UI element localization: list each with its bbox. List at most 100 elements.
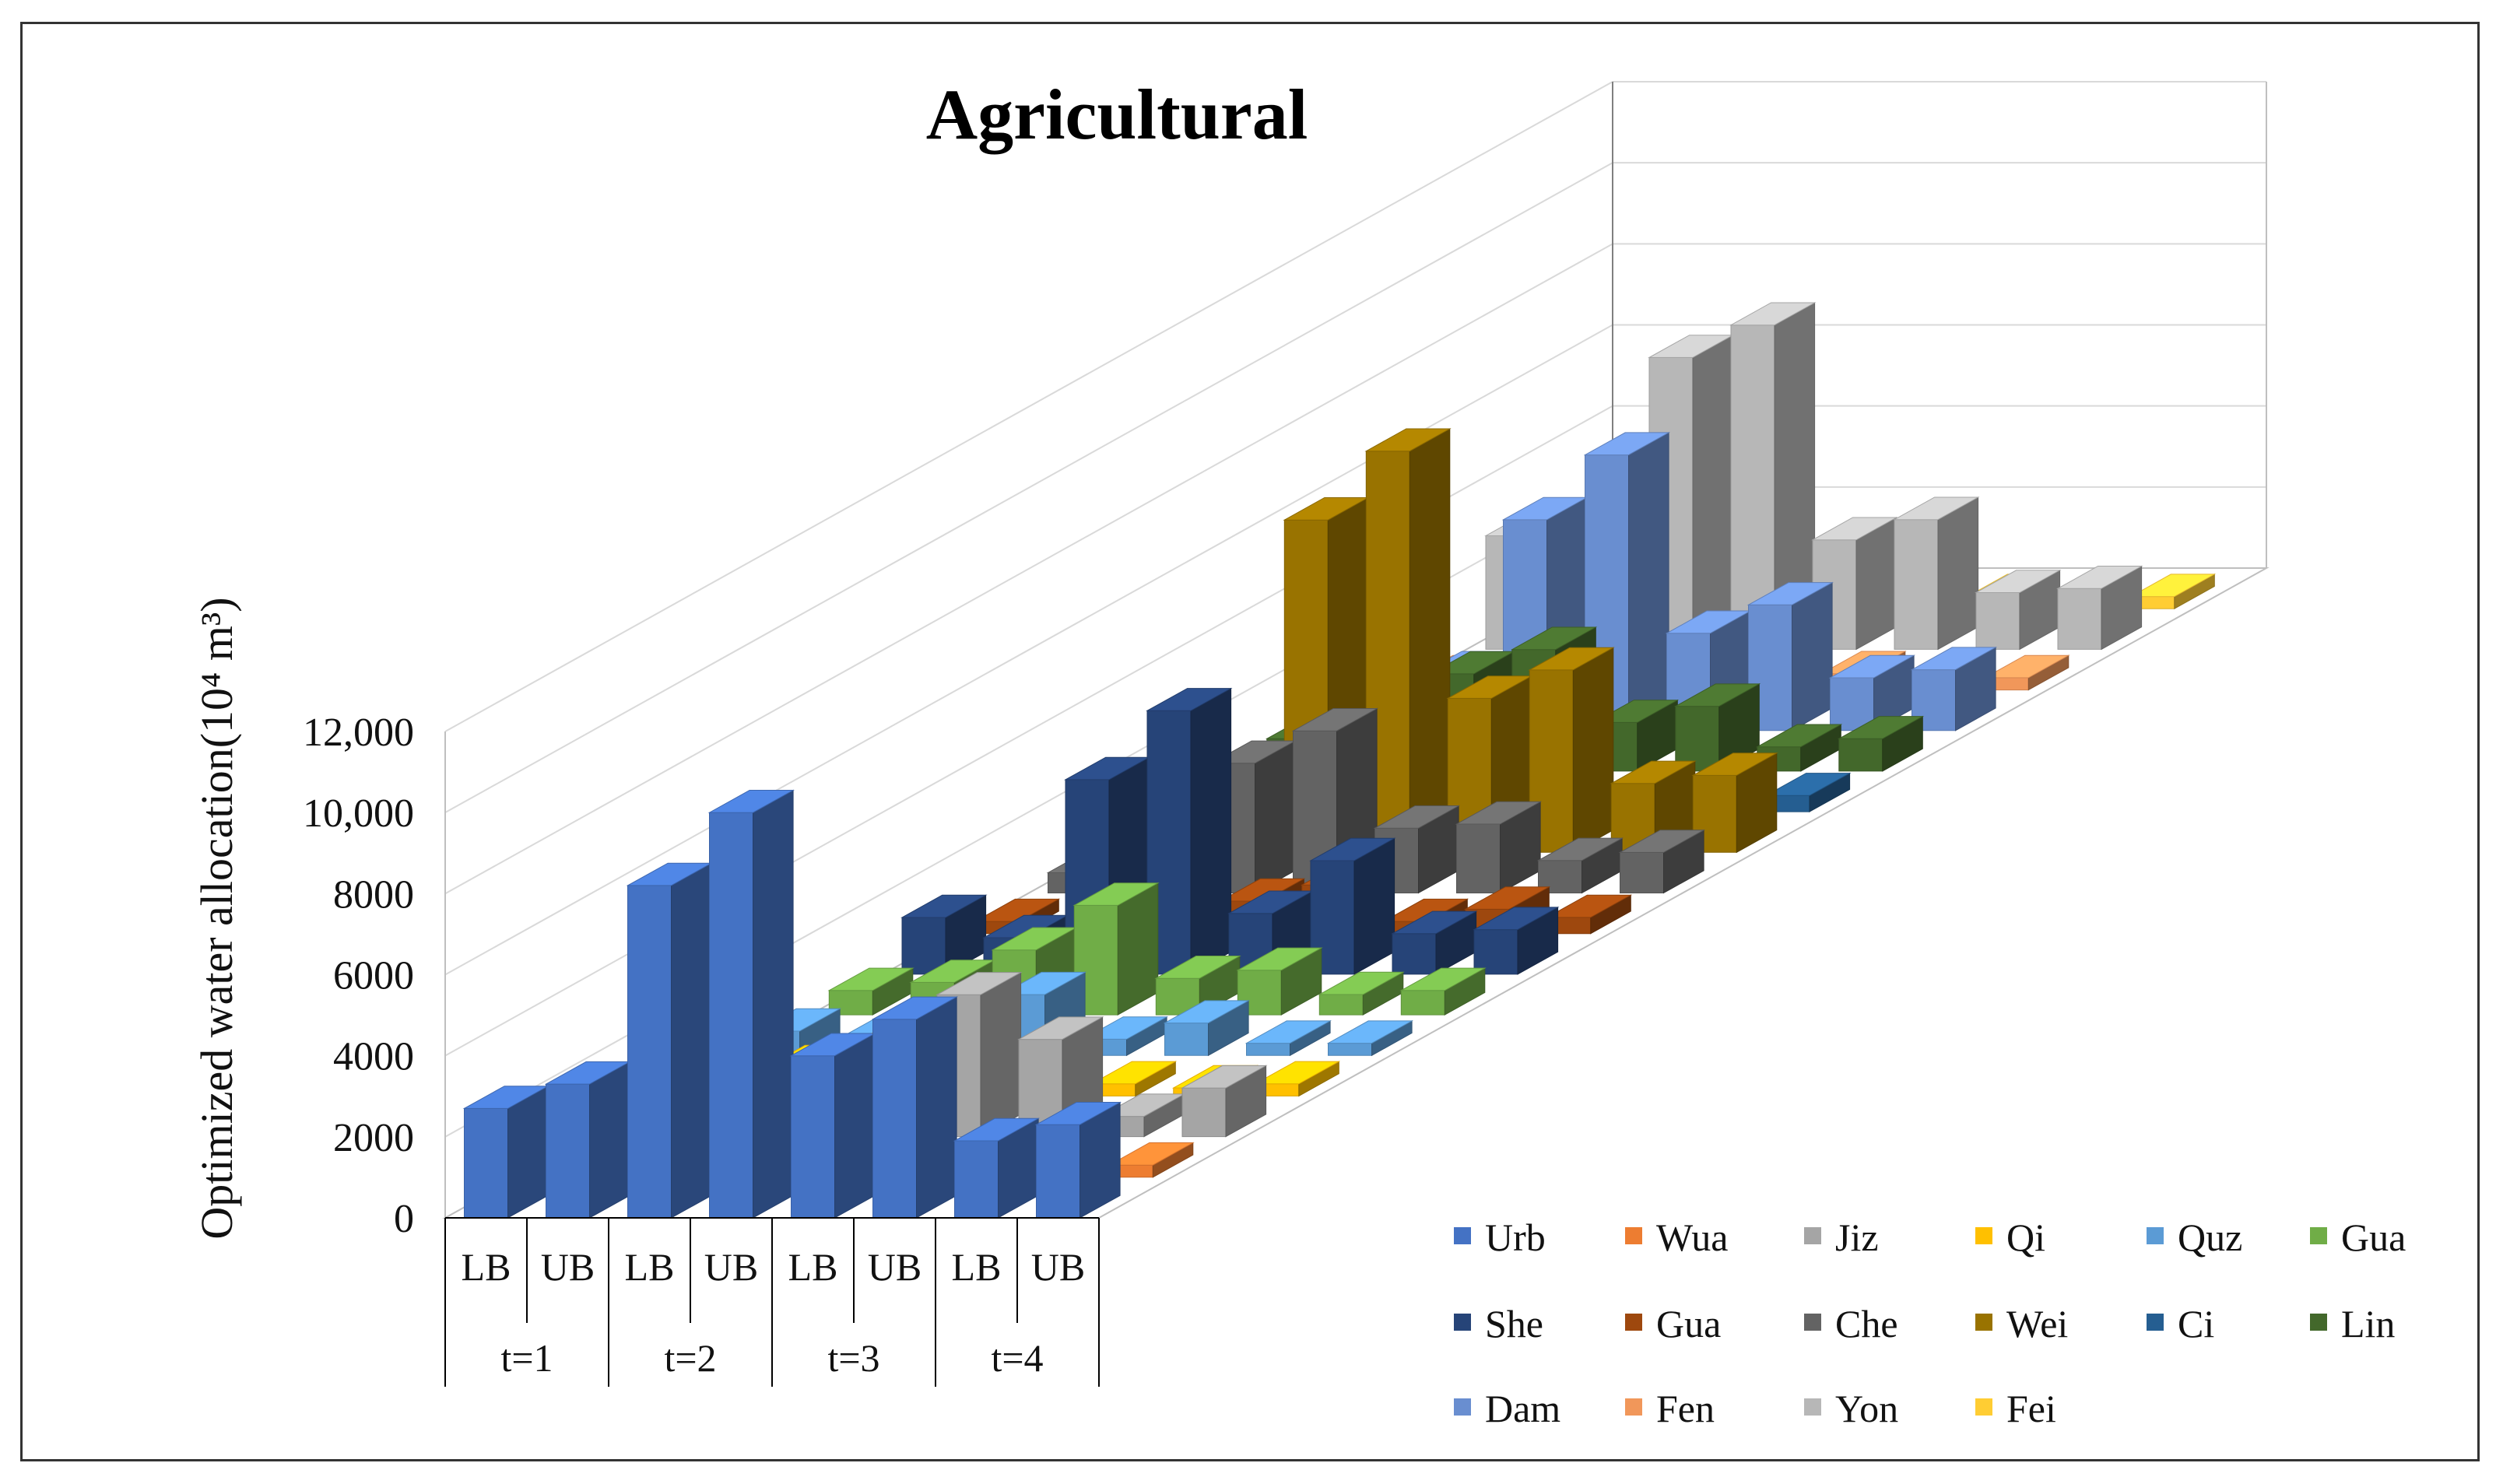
bar-top-face — [1181, 1065, 1268, 1089]
bar-front-face — [1838, 738, 1883, 772]
bar-top-face — [1592, 700, 1680, 723]
bar-dam-7 — [1910, 647, 1998, 731]
bar-yon-3 — [1729, 302, 1817, 651]
bar-top-face — [1391, 910, 1478, 935]
bar-front-face — [1473, 929, 1518, 975]
bar-side-face — [671, 862, 712, 1219]
bar-top-face — [1755, 724, 1843, 748]
legend-label: Ci — [2178, 1302, 2214, 1345]
legend-item-jiz: Jiz — [1804, 1216, 1879, 1259]
legend-swatch — [1975, 1227, 1992, 1244]
bar-top-face — [1163, 1000, 1251, 1024]
bar-top-face — [1236, 947, 1323, 971]
legend-item-urb: Urb — [1454, 1216, 1546, 1259]
bar-top-face — [1017, 1016, 1104, 1040]
legend-label: Urb — [1485, 1216, 1546, 1259]
y-axis: 0 2000 4000 6000 8000 10,000 12,000 — [303, 710, 414, 1241]
bar-side-face — [916, 996, 957, 1219]
x-tick-label: UB — [541, 1245, 595, 1289]
legend-item-ci: Ci — [2147, 1302, 2214, 1345]
legend-item-che: Che — [1804, 1302, 1898, 1345]
bar-top-face — [1828, 654, 1916, 679]
bar-front-face — [464, 1107, 508, 1219]
side-gridline — [444, 243, 1613, 895]
bar-top-face — [1090, 1061, 1178, 1085]
y-tick-label: 8000 — [333, 872, 414, 917]
bar-side-face — [753, 789, 794, 1219]
legend-item-wua: Wua — [1625, 1216, 1728, 1259]
bar-side-face — [1692, 334, 1734, 651]
bar-top-face — [1811, 517, 1898, 541]
x-tick-label: LB — [788, 1245, 838, 1289]
legend-item-she: She — [1454, 1302, 1543, 1345]
legend-item-qi: Qi — [1975, 1216, 2045, 1259]
bar-quz-7 — [1326, 1020, 1414, 1057]
x-group-label: t=2 — [664, 1336, 716, 1380]
bar-urb-0 — [462, 1085, 550, 1219]
bar-wei-6 — [1610, 760, 1697, 854]
bar-top-face — [707, 790, 795, 813]
bar-top-face — [900, 894, 988, 918]
bar-front-face — [709, 812, 753, 1219]
legend-swatch — [1625, 1398, 1642, 1416]
bar-she-7 — [1473, 907, 1560, 975]
bar-urb-3 — [707, 789, 795, 1219]
legend-swatch — [1975, 1314, 1992, 1331]
bar-she-3 — [1146, 687, 1233, 975]
bar-front-face — [1036, 1124, 1080, 1219]
bar-top-face — [1034, 1102, 1122, 1125]
x-tick-label: UB — [704, 1245, 758, 1289]
bar-yon-5 — [1893, 496, 1980, 651]
legend-item-gua: Gua — [1625, 1302, 1721, 1345]
bar-front-face — [791, 1055, 835, 1219]
x-group-label: t=4 — [991, 1336, 1043, 1380]
bar-top-face — [1108, 1142, 1195, 1166]
bar-dam-6 — [1828, 654, 1916, 731]
x-group-label: t=3 — [827, 1336, 879, 1380]
bar-top-face — [1291, 708, 1379, 731]
x-tick-label: LB — [462, 1245, 511, 1289]
legend-label: Qi — [2006, 1216, 2045, 1259]
bar-top-face — [1373, 805, 1461, 829]
legend-label: Gua — [2341, 1216, 2406, 1259]
legend-item-yon: Yon — [1804, 1387, 1898, 1430]
legend-label: She — [1485, 1302, 1543, 1345]
bar-urb-4 — [789, 1033, 877, 1219]
bar-she-0 — [900, 894, 988, 975]
legend-label: Dam — [1485, 1387, 1560, 1430]
legend-label: Quz — [2178, 1216, 2242, 1259]
bar-front-face — [627, 885, 672, 1219]
bar-top-face — [1463, 886, 1551, 910]
legend-swatch — [1454, 1314, 1471, 1331]
y-tick-label: 0 — [394, 1197, 414, 1241]
legend-label: Jiz — [1835, 1216, 1879, 1259]
bar-front-face — [1181, 1087, 1227, 1138]
bar-top-face — [1399, 967, 1487, 991]
legend-item-quz: Quz — [2147, 1216, 2242, 1259]
bar-gua-0 — [827, 967, 914, 1016]
bar-top-face — [1364, 428, 1452, 452]
bar-side-face — [980, 971, 1022, 1138]
bar-top-face — [2129, 574, 2217, 598]
legend-label: Gua — [1656, 1302, 1721, 1345]
legend-label: Wua — [1656, 1216, 1728, 1259]
y-tick-label: 10,000 — [303, 791, 414, 836]
bar-top-face — [1691, 753, 1778, 776]
bar-top-face — [1528, 647, 1615, 671]
legend-swatch — [2310, 1314, 2327, 1331]
chart-title: Agricultural — [926, 75, 1308, 154]
legend-swatch — [2147, 1314, 2164, 1331]
bar-side-face — [834, 1033, 876, 1219]
legend-item-lin: Lin — [2310, 1302, 2395, 1345]
legend-swatch — [1975, 1398, 1992, 1416]
bar-top-face — [1983, 654, 2070, 679]
bar-top-face — [1837, 716, 1925, 739]
x-tick-label: LB — [625, 1245, 675, 1289]
bar-top-face — [1218, 878, 1306, 902]
bar-top-face — [827, 967, 914, 991]
bar-side-face — [589, 1061, 630, 1219]
bar-top-face — [1244, 1020, 1332, 1044]
bar-side-face — [507, 1085, 549, 1219]
bar-top-face — [1154, 956, 1241, 979]
